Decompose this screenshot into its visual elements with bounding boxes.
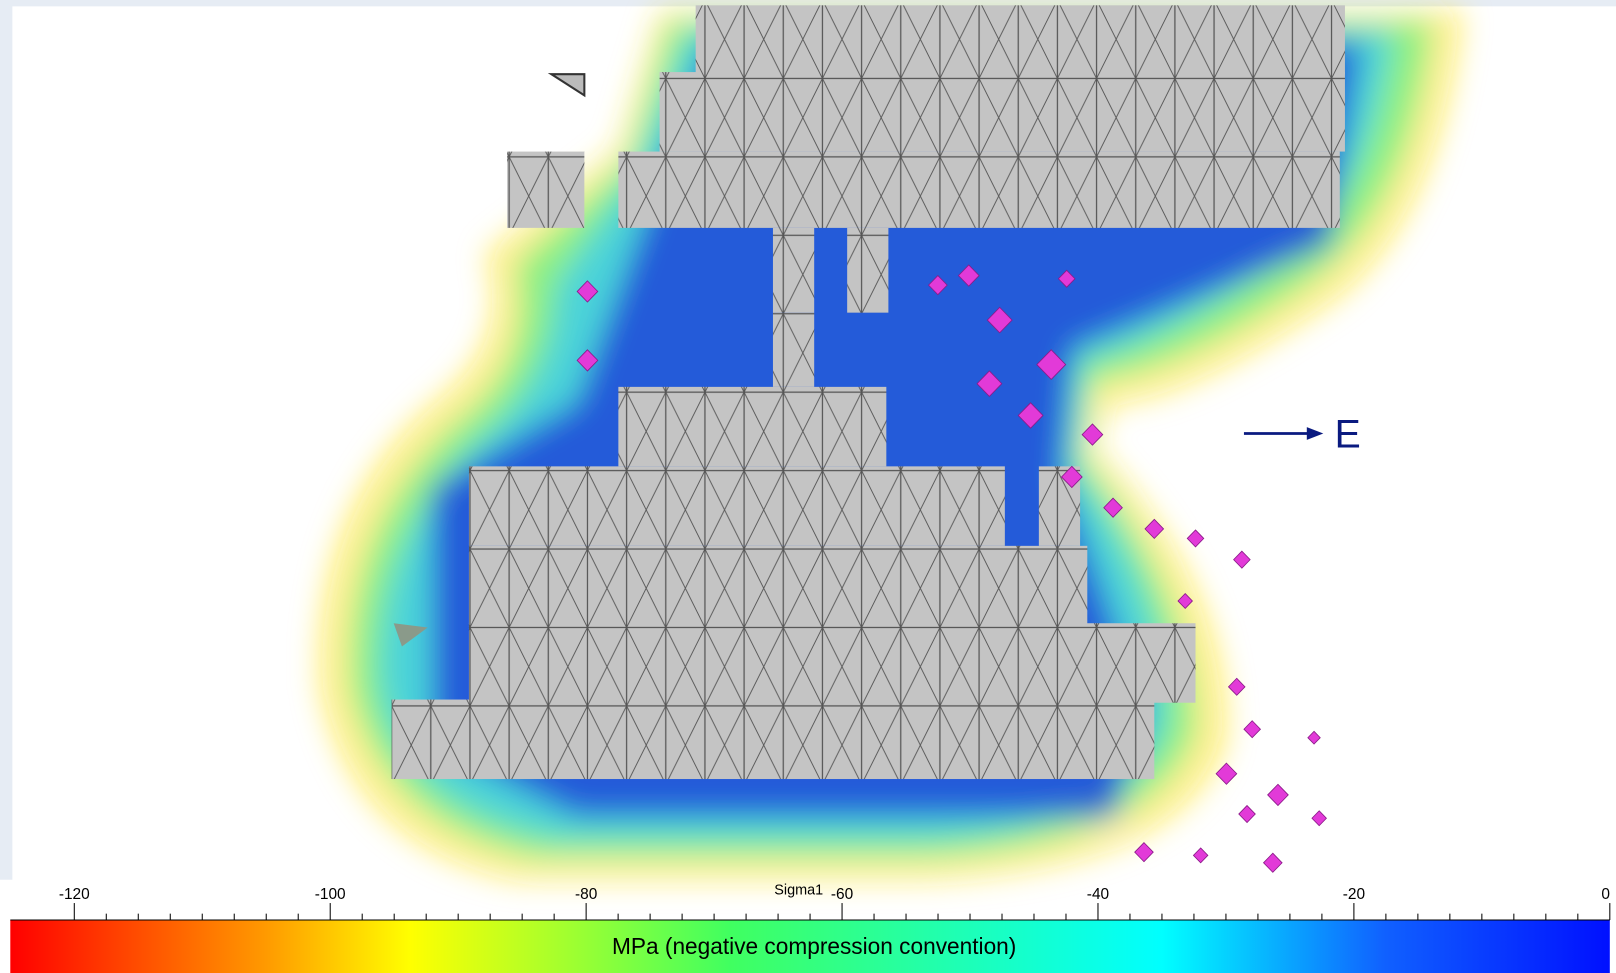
colorbar-ticks: -120 -100 -80 -60 -40 -20 0: [59, 886, 1611, 921]
mesh-blocks: [391, 5, 1345, 780]
colorbar-title: Sigma1: [774, 882, 823, 898]
tick-label: -60: [831, 886, 854, 903]
tick-label: -80: [575, 886, 598, 903]
direction-label: E: [1335, 412, 1361, 457]
left-border: [0, 0, 13, 880]
tick-label: -100: [315, 886, 346, 903]
colorbar: [10, 920, 1610, 973]
tick-label: -20: [1343, 886, 1366, 903]
tick-label: 0: [1601, 886, 1610, 903]
tick-label: -40: [1087, 886, 1110, 903]
direction-arrowhead: [1306, 427, 1324, 440]
colorbar-label: MPa (negative compression convention): [612, 933, 1016, 959]
top-border: [0, 0, 1616, 7]
event-markers: [576, 264, 1327, 873]
tick-label: -120: [59, 886, 90, 903]
mesh-fragment: [393, 623, 428, 647]
mesh-fragment: [547, 73, 586, 98]
